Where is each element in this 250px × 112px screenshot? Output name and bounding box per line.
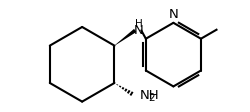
Polygon shape xyxy=(114,29,136,46)
Text: H: H xyxy=(135,19,142,29)
Text: 2: 2 xyxy=(148,93,155,103)
Text: N: N xyxy=(134,24,143,37)
Text: NH: NH xyxy=(139,89,159,102)
Text: N: N xyxy=(168,8,178,21)
